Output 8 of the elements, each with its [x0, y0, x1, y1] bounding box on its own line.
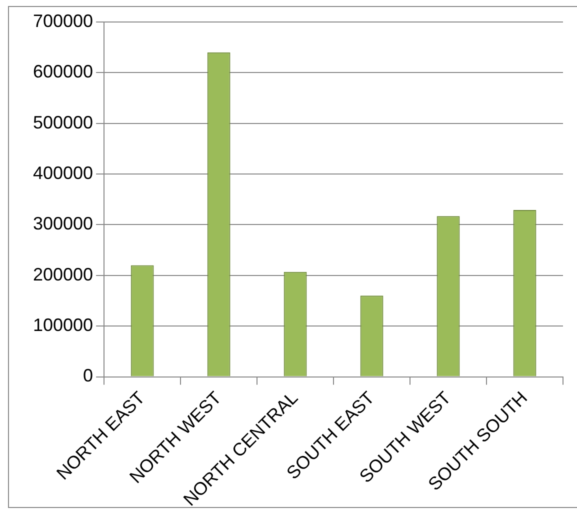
y-tick-label: 200000 [32, 264, 94, 284]
y-tick-label: 500000 [32, 112, 94, 132]
y-tick-label: 700000 [32, 10, 94, 31]
y-tick-label: 600000 [32, 62, 94, 82]
y-tick-label: 100000 [32, 315, 94, 336]
y-tick-label: 300000 [32, 214, 94, 234]
y-tick-label: 0 [83, 366, 94, 386]
y-tick-label: 400000 [32, 163, 94, 184]
